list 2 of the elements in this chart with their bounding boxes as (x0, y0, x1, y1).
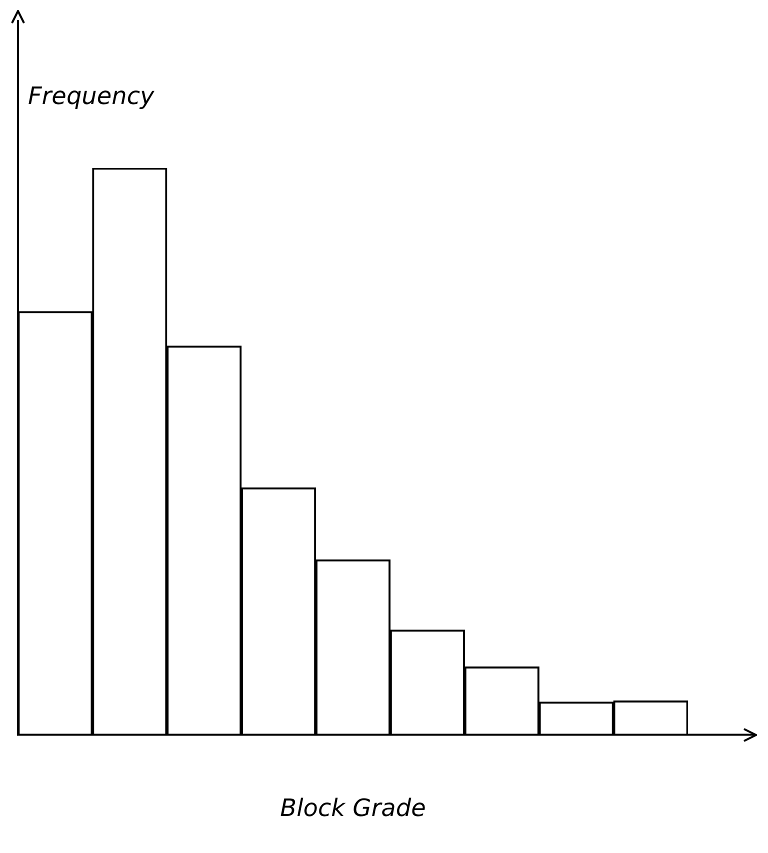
x-axis-title: Block Grade (280, 794, 426, 822)
y-axis-title: Frequency (28, 82, 156, 110)
